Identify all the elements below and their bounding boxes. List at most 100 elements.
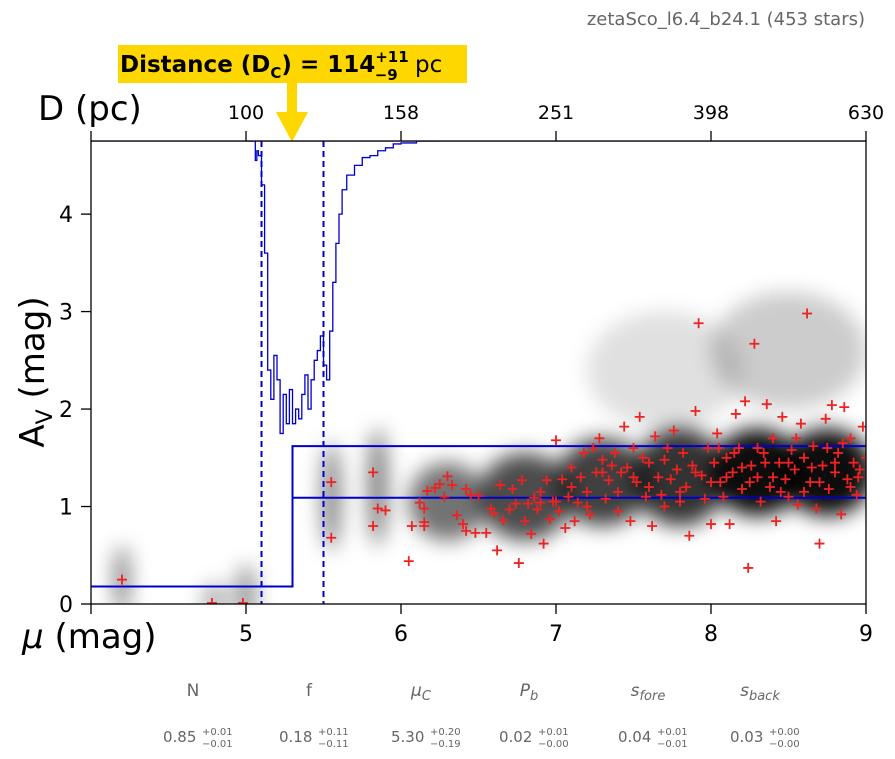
y-axis-a-symbol: A xyxy=(13,424,53,447)
star-point xyxy=(372,503,383,514)
star-point xyxy=(853,472,864,483)
star-point xyxy=(117,574,127,585)
star-point xyxy=(752,443,763,454)
star-point xyxy=(749,338,760,349)
star-point xyxy=(721,472,732,483)
param-value: 0.02 xyxy=(499,728,532,746)
field-label: zetaSco_l6.4_b24.1 (453 stars) xyxy=(587,9,865,30)
star-point xyxy=(771,516,782,527)
star-point xyxy=(740,396,751,407)
param-value: 0.85 xyxy=(163,728,196,746)
star-point xyxy=(774,457,785,468)
star-point xyxy=(758,447,769,458)
star-point xyxy=(820,413,831,424)
star-point xyxy=(709,457,720,468)
density-blob xyxy=(236,565,256,604)
star-point xyxy=(442,471,453,482)
star-point xyxy=(644,457,654,468)
star-point xyxy=(569,516,580,527)
star-point xyxy=(837,438,848,449)
param-upper-error: +0.01 xyxy=(202,727,233,738)
star-point xyxy=(492,545,503,556)
x-tick-label: 9 xyxy=(859,622,873,647)
callout-prefix: Distance (D xyxy=(120,52,270,78)
star-point xyxy=(839,402,850,413)
star-point xyxy=(551,435,561,446)
x-axis-unit: (mag) xyxy=(44,617,157,657)
star-point xyxy=(715,477,726,488)
star-point xyxy=(775,486,786,497)
star-point xyxy=(637,452,648,463)
star-point xyxy=(588,443,599,454)
star-point xyxy=(814,477,825,488)
param-symbol: P xyxy=(520,681,531,701)
x-axis-title: μ (mag) xyxy=(21,617,157,657)
star-point xyxy=(616,467,627,478)
star-point xyxy=(833,447,844,458)
param-name: f xyxy=(306,681,313,701)
star-point xyxy=(764,482,775,493)
star-point xyxy=(513,558,524,569)
star-point xyxy=(718,491,729,502)
density-blob xyxy=(780,428,866,517)
star-point xyxy=(845,433,856,444)
star-point xyxy=(665,474,676,485)
star-point xyxy=(535,497,546,508)
param-lower-error: −0.00 xyxy=(769,739,800,750)
star-point xyxy=(808,441,819,452)
star-point xyxy=(578,447,589,458)
star-point xyxy=(560,522,571,533)
star-point xyxy=(792,499,803,510)
param-upper-error: +0.20 xyxy=(430,727,461,738)
star-point xyxy=(671,464,682,475)
density-blob xyxy=(202,584,228,604)
star-point xyxy=(836,509,847,520)
param-symbol: f xyxy=(306,681,313,701)
model-upper-line xyxy=(91,445,866,588)
star-point xyxy=(609,447,620,458)
star-point xyxy=(368,521,379,532)
distance-callout: Distance (DC) = 114+11 −9 pc xyxy=(118,45,467,84)
star-point xyxy=(532,504,543,515)
star-point xyxy=(619,421,630,432)
star-point xyxy=(465,489,476,500)
x-tick-label: 5 xyxy=(239,622,253,647)
star-point xyxy=(470,527,481,538)
star-point xyxy=(647,521,658,532)
star-point xyxy=(516,475,527,486)
density-map xyxy=(114,292,866,604)
star-point xyxy=(690,467,701,478)
callout-lower-error: −9 xyxy=(375,66,398,84)
param-value: 5.30 xyxy=(391,728,424,746)
param-symbol: s xyxy=(740,681,749,701)
star-point xyxy=(640,491,651,502)
star-point xyxy=(768,472,778,483)
star-point xyxy=(848,457,859,468)
star-point xyxy=(713,443,724,454)
star-point xyxy=(675,496,685,507)
star-point xyxy=(783,491,794,502)
param-lower-error: −0.19 xyxy=(430,739,461,750)
y-tick-label: 0 xyxy=(59,593,73,618)
density-blob xyxy=(408,462,487,541)
star-point xyxy=(557,474,568,485)
star-point xyxy=(817,460,828,471)
callout-upper-error: +11 xyxy=(375,48,408,66)
y-tick-label: 3 xyxy=(59,301,73,326)
star-point xyxy=(650,431,661,442)
star-point xyxy=(504,504,515,515)
star-point xyxy=(380,505,391,516)
param-subscript: back xyxy=(749,689,780,704)
star-point xyxy=(498,515,509,526)
arrow-shaft xyxy=(287,83,297,113)
top-axis-ticks: 100 158 251 398 630 xyxy=(90,102,884,141)
y-axis-ticks: 0 1 2 3 4 xyxy=(59,203,91,618)
param-name: N xyxy=(187,681,200,701)
star-point xyxy=(628,443,639,454)
star-point xyxy=(761,399,772,410)
y-axis-title: AV (mag) xyxy=(13,296,58,447)
x-tick-label: 7 xyxy=(549,622,563,647)
callout-value: ) = 114 xyxy=(281,52,375,78)
star-point xyxy=(729,447,740,458)
